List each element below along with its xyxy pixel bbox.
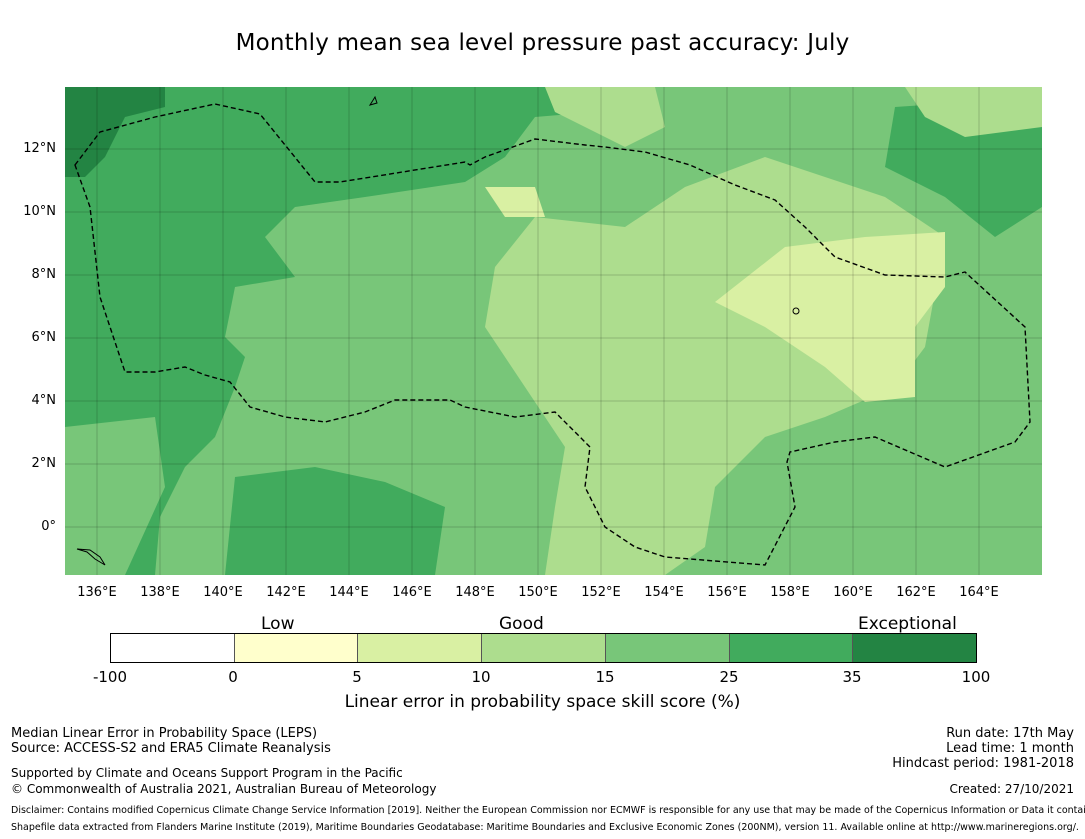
- footer-method: Median Linear Error in Probability Space…: [11, 726, 318, 741]
- lon-tick-142e: 142°E: [266, 585, 306, 600]
- footer-copyright: © Commonwealth of Australia 2021, Austra…: [11, 782, 437, 796]
- skill-field-high-west: [65, 87, 655, 575]
- colorbar-tick-10: 10: [471, 668, 491, 686]
- map-title: Monthly mean sea level pressure past acc…: [235, 30, 850, 56]
- colorbar-tick-5: 5: [352, 668, 362, 686]
- colorbar-band-5-10: [358, 634, 483, 662]
- colorbar-band-25-35: [729, 634, 854, 662]
- lon-tick-152e: 152°E: [581, 585, 621, 600]
- lon-tick-160e: 160°E: [833, 585, 873, 600]
- lon-tick-158e: 158°E: [770, 585, 810, 600]
- skill-field-medium-west: [65, 417, 165, 575]
- lon-tick-146e: 146°E: [392, 585, 432, 600]
- lat-tick-10n: 10°N: [23, 204, 56, 219]
- lon-tick-148e: 148°E: [455, 585, 495, 600]
- colorbar-band-0-5: [234, 634, 359, 662]
- lon-tick-162e: 162°E: [896, 585, 936, 600]
- eez-boundary: [74, 103, 1031, 566]
- lat-tick-2n: 2°N: [31, 456, 57, 471]
- lon-tick-144e: 144°E: [329, 585, 369, 600]
- footer-disclaimer: Disclaimer: Contains modified Copernicus…: [11, 805, 1085, 816]
- island-east: [792, 307, 800, 315]
- lon-tick-154e: 154°E: [644, 585, 684, 600]
- lat-tick-6n: 6°N: [31, 330, 57, 345]
- colorbar-tick-0: 0: [228, 668, 238, 686]
- colorbar-label: Linear error in probability space skill …: [344, 692, 741, 712]
- footer-run-date: Run date: 17th May: [946, 726, 1074, 741]
- lat-tick-12n: 12°N: [23, 141, 56, 156]
- island-palau: [76, 548, 106, 566]
- legend-category-exceptional: Exceptional: [858, 614, 957, 634]
- skill-field-low-patch: [485, 187, 545, 217]
- grid-lines: [65, 87, 1042, 575]
- lon-tick-164e: 164°E: [959, 585, 999, 600]
- footer-source: Source: ACCESS-S2 and ERA5 Climate Reana…: [11, 741, 331, 756]
- colorbar-tick-neg100: -100: [92, 668, 128, 686]
- skill-field-good-north: [545, 87, 665, 147]
- lon-tick-150e: 150°E: [518, 585, 558, 600]
- footer-lead-time: Lead time: 1 month: [946, 741, 1074, 756]
- colorbar-tick-15: 15: [595, 668, 615, 686]
- skill-field-good-east: [905, 87, 1042, 137]
- footer-support: Supported by Climate and Oceans Support …: [11, 766, 403, 780]
- colorbar-tick-100: 100: [961, 668, 991, 686]
- colorbar-band-neg100-0: [111, 634, 235, 662]
- colorbar-band-15-25: [605, 634, 730, 662]
- lat-tick-8n: 8°N: [31, 267, 57, 282]
- skill-field-high-center-south: [225, 467, 445, 575]
- lon-tick-138e: 138°E: [140, 585, 180, 600]
- island-guam: [368, 95, 378, 106]
- footer-created: Created: 27/10/2021: [949, 782, 1074, 796]
- lon-tick-156e: 156°E: [707, 585, 747, 600]
- lat-tick-4n: 4°N: [31, 393, 57, 408]
- legend-category-low: Low: [261, 614, 295, 634]
- colorbar-tick-35: 35: [842, 668, 862, 686]
- skill-map-canvas: [65, 87, 1042, 575]
- colorbar-band-35-100: [853, 634, 977, 662]
- colorbar-band-10-15: [482, 634, 606, 662]
- colorbar-tick-25: 25: [719, 668, 739, 686]
- skill-field-exceptional-nw: [65, 87, 165, 177]
- footer-shapefile-credit: Shapefile data extracted from Flanders M…: [11, 822, 1079, 833]
- footer-hindcast: Hindcast period: 1981-2018: [892, 756, 1074, 771]
- legend-category-good: Good: [499, 614, 544, 634]
- lon-tick-140e: 140°E: [203, 585, 243, 600]
- lon-tick-136e: 136°E: [77, 585, 117, 600]
- skill-field-high-se: [765, 447, 1042, 575]
- colorbar: [110, 633, 977, 663]
- skill-map: [65, 87, 1042, 575]
- lat-tick-0: 0°: [41, 519, 56, 534]
